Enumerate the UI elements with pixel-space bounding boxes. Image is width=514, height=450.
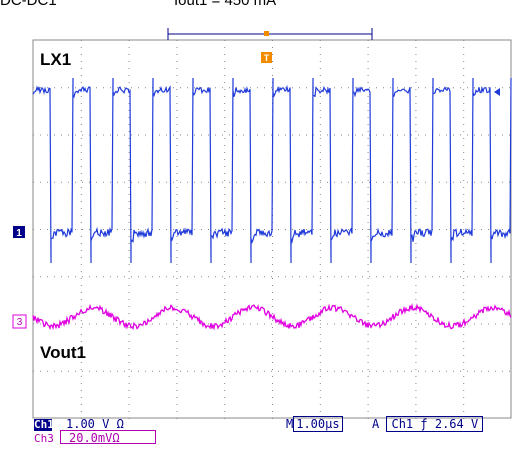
lx1-label: LX1 — [40, 50, 71, 70]
trigger-settings: Ch1 ƒ 2.64 V — [386, 416, 483, 432]
vout1-label: Vout1 — [40, 343, 86, 363]
trigger-slope-icon: ƒ — [420, 417, 427, 431]
trigger-source: Ch1 — [391, 417, 413, 431]
lx1-waveform — [33, 78, 511, 263]
timebase-value: 1.00µs — [293, 416, 342, 432]
document-title: DC-DC1 — [0, 0, 57, 9]
ch1-ground-marker[interactable]: 1 — [13, 226, 25, 239]
svg-text:1: 1 — [16, 228, 22, 239]
svg-text:T: T — [264, 53, 270, 63]
trigger-level-arrow[interactable] — [494, 88, 500, 96]
svg-text:3: 3 — [17, 317, 23, 328]
ch1-badge[interactable]: Ch1 — [34, 419, 52, 431]
vout1-waveform — [33, 305, 511, 328]
load-current-label: Iout1 = 450 mA — [174, 0, 276, 9]
ch3-scale[interactable]: 20.0mVΩ — [60, 430, 156, 444]
trigger-mode: A — [372, 417, 379, 431]
ch3-ground-marker[interactable]: 3 — [13, 315, 26, 328]
ch3-badge[interactable]: Ch3 — [34, 433, 52, 445]
trigger-position-bracket — [168, 28, 372, 40]
ch1-scale[interactable]: 1.00 V Ω — [66, 417, 124, 431]
timebase-readout[interactable]: M 1.00µs — [286, 417, 343, 431]
trigger-readout[interactable]: A Ch1 ƒ 2.64 V — [372, 417, 483, 431]
trigger-level: 2.64 V — [435, 417, 478, 431]
trigger-marker[interactable]: T — [261, 52, 272, 63]
